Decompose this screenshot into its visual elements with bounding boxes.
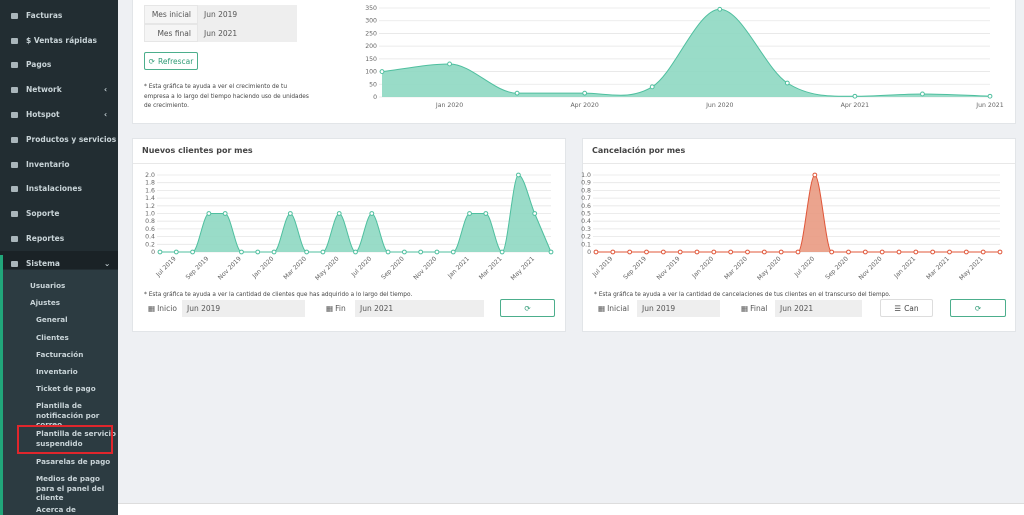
menu-item[interactable]: Hotspot (11, 110, 60, 119)
settings-item[interactable]: Ticket de pago (36, 384, 96, 393)
input[interactable]: Jun 2019 (637, 300, 720, 317)
icon (11, 38, 18, 44)
submenu-item[interactable]: Usuarios (30, 281, 66, 290)
note: * Esta gráfica te ayuda a ver la cantida… (144, 292, 413, 298)
chevron[interactable]: ⌄ (104, 259, 111, 268)
label: ▦ Inicio (148, 304, 177, 313)
label-text: Inicial (607, 304, 630, 313)
label-text: Fin (335, 304, 346, 313)
label: ▦ Final (741, 304, 768, 313)
input[interactable]: Jun 2021 (198, 24, 297, 42)
active-item-bg (0, 251, 118, 269)
menu-item[interactable]: Facturas (11, 11, 62, 20)
card-title: Nuevos clientes por mes (142, 146, 253, 155)
menu-item[interactable]: Inventario (11, 160, 70, 169)
icon (11, 261, 18, 267)
sidebar: Facturas $ Ventas rápidas Pagos Network ‹ Hot… (0, 0, 118, 515)
icon (11, 137, 18, 143)
card-title: Cancelación por mes (592, 146, 686, 155)
input[interactable]: Jun 2021 (355, 300, 484, 317)
input[interactable]: Jun 2019 (198, 5, 297, 24)
settings-item[interactable]: Plantilla de servicio suspendido (36, 429, 116, 448)
chevron[interactable]: ‹ (104, 85, 108, 94)
cancel-button[interactable]: ☰ Can (880, 299, 933, 317)
divider (583, 163, 1015, 164)
menu-item[interactable]: Instalaciones (11, 184, 82, 193)
refresh-button[interactable]: ⟳ Refrescar (144, 52, 198, 70)
settings-item[interactable]: Acerca de (36, 505, 76, 514)
settings-item[interactable]: Pasarelas de pago (36, 457, 111, 466)
settings-item[interactable]: Medios de pago para el panel del cliente (36, 474, 105, 502)
settings-item[interactable]: Inventario (36, 367, 78, 376)
settings-item[interactable]: Facturación (36, 350, 84, 359)
highlight-box (17, 425, 113, 454)
chevron[interactable]: ‹ (104, 110, 108, 119)
menu-item[interactable]: Productos y servicios (11, 135, 116, 144)
active-strip (0, 255, 3, 515)
label: ▦ Fin (326, 304, 346, 313)
menu-item[interactable]: $ Ventas rápidas (11, 36, 97, 45)
note: * Esta gráfica te ayuda a ver la cantida… (594, 292, 891, 298)
submenu-item[interactable]: Ajustes (30, 298, 61, 307)
menu-item[interactable]: Pagos (11, 60, 51, 69)
menu-item[interactable]: Soporte (11, 209, 59, 218)
label: ▦ Inicial (598, 304, 630, 313)
button-label: Can (904, 303, 919, 313)
menu-item[interactable]: Sistema (11, 259, 60, 268)
icon (11, 87, 18, 93)
icon (11, 13, 18, 19)
note: * Esta gráfica te ayuda a ver el crecimi… (144, 84, 309, 109)
label-text: Inicio (157, 304, 177, 313)
input[interactable]: Jun 2019 (182, 300, 305, 317)
input[interactable]: Jun 2021 (775, 300, 862, 317)
settings-item[interactable]: Plantilla de notificación por correo (36, 401, 100, 429)
settings-item[interactable]: General (36, 315, 68, 324)
refresh-button[interactable]: ⟳ (500, 299, 555, 317)
icon (11, 162, 18, 168)
icon (11, 211, 18, 217)
menu-item[interactable]: Reportes (11, 234, 64, 243)
footer (118, 503, 1024, 515)
icon (11, 62, 18, 68)
label: Mes inicial (144, 5, 198, 24)
menu-item[interactable]: Network (11, 85, 62, 94)
label: Mes final (144, 24, 198, 42)
icon (11, 236, 18, 242)
icon (11, 112, 18, 118)
settings-item[interactable]: Clientes (36, 333, 69, 342)
label-text: Final (750, 304, 768, 313)
refresh-button[interactable]: ⟳ (950, 299, 1006, 317)
divider (133, 163, 565, 164)
button-label: Refrescar (157, 56, 194, 66)
icon (11, 186, 18, 192)
submenu-bg (3, 270, 118, 515)
